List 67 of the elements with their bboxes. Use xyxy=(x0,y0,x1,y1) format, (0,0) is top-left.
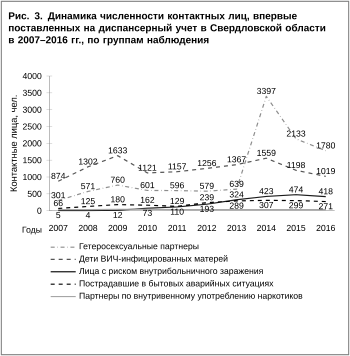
data-label: 307 xyxy=(259,202,274,208)
data-label: 1367 xyxy=(228,156,246,162)
legend-label: Партнеры по внутривенному употреблению наркотиков xyxy=(80,292,302,301)
data-label: 423 xyxy=(259,188,274,194)
data-label: 639 xyxy=(230,180,244,187)
data-label: 596 xyxy=(170,182,184,188)
x-axis-title: Годы xyxy=(22,226,42,234)
data-label: 5 xyxy=(56,212,60,218)
data-label: 4 xyxy=(86,212,90,218)
data-label: 874 xyxy=(51,172,66,179)
data-label: 1302 xyxy=(79,158,98,165)
y-tick-label: 3000 xyxy=(22,106,42,113)
data-label: 299 xyxy=(289,202,303,208)
legend-label: Лица с риском внутрибольничного заражения xyxy=(79,268,263,276)
data-label: 2133 xyxy=(286,130,306,137)
y-tick-label: 2000 xyxy=(22,140,42,146)
y-tick-label: 0 xyxy=(37,208,42,214)
y-tick-label: 1500 xyxy=(23,157,42,164)
y-tick-label: 2500 xyxy=(22,123,42,130)
x-tick-label: 2010 xyxy=(138,224,157,232)
x-tick-label: 2008 xyxy=(78,224,98,232)
data-label: 1559 xyxy=(257,150,276,156)
x-tick-label: 2009 xyxy=(108,224,127,232)
x-tick-label: 2015 xyxy=(286,224,306,232)
x-tick-label: 2007 xyxy=(49,224,68,232)
y-tick-label: 1000 xyxy=(23,174,42,180)
data-label: 271 xyxy=(318,203,333,210)
data-label: 1780 xyxy=(316,142,336,148)
x-tick-label: 2014 xyxy=(257,224,276,232)
data-label: 760 xyxy=(110,176,125,183)
data-label: 1633 xyxy=(108,147,127,154)
data-label: 1121 xyxy=(138,164,156,171)
data-label: 3397 xyxy=(257,88,276,94)
data-label: 129 xyxy=(170,198,184,204)
data-label: 289 xyxy=(230,202,244,209)
legend-label: Пострадавшие в бытовых аварийных ситуациях xyxy=(80,280,274,288)
legend-label: Гетеросексуальные партнеры xyxy=(80,243,198,251)
data-label: 571 xyxy=(81,183,95,190)
y-tick-label: 3500 xyxy=(22,90,42,96)
data-label: 73 xyxy=(143,210,152,216)
y-axis-title: Контактные лица, чел. xyxy=(10,95,19,192)
data-label: 110 xyxy=(170,208,184,215)
x-tick-label: 2013 xyxy=(227,224,246,232)
x-tick-label: 2016 xyxy=(316,224,335,232)
x-tick-label: 2012 xyxy=(198,224,216,232)
data-label: 239 xyxy=(200,194,214,200)
data-label: 474 xyxy=(289,186,303,192)
y-tick-label: 4000 xyxy=(22,72,42,80)
data-label: 1256 xyxy=(198,160,216,166)
y-tick-label: 500 xyxy=(28,190,42,197)
data-label: 324 xyxy=(230,191,244,198)
data-label: 162 xyxy=(140,196,154,203)
data-label: 193 xyxy=(200,206,214,212)
data-label: 418 xyxy=(318,188,333,194)
data-label: 1157 xyxy=(168,163,186,170)
data-label: 1198 xyxy=(287,162,305,168)
data-label: 579 xyxy=(200,182,214,189)
chart-title: Рис. 3. Динамика численности контактных лиц, впервые поставленных на диспансерный учет в Свердловской области в 2007–2016 гг., по группам наблюдения xyxy=(8,12,326,46)
data-label: 601 xyxy=(140,182,154,188)
data-label: 180 xyxy=(111,196,125,202)
x-tick-label: 2011 xyxy=(168,224,186,232)
data-label: 301 xyxy=(51,192,66,198)
legend-label: Дети ВИЧ-инфицированных матерей xyxy=(79,255,228,264)
data-label: 125 xyxy=(81,198,95,204)
data-label: 1019 xyxy=(316,168,335,174)
data-label: 12 xyxy=(114,212,122,218)
data-label: 66 xyxy=(54,200,63,206)
